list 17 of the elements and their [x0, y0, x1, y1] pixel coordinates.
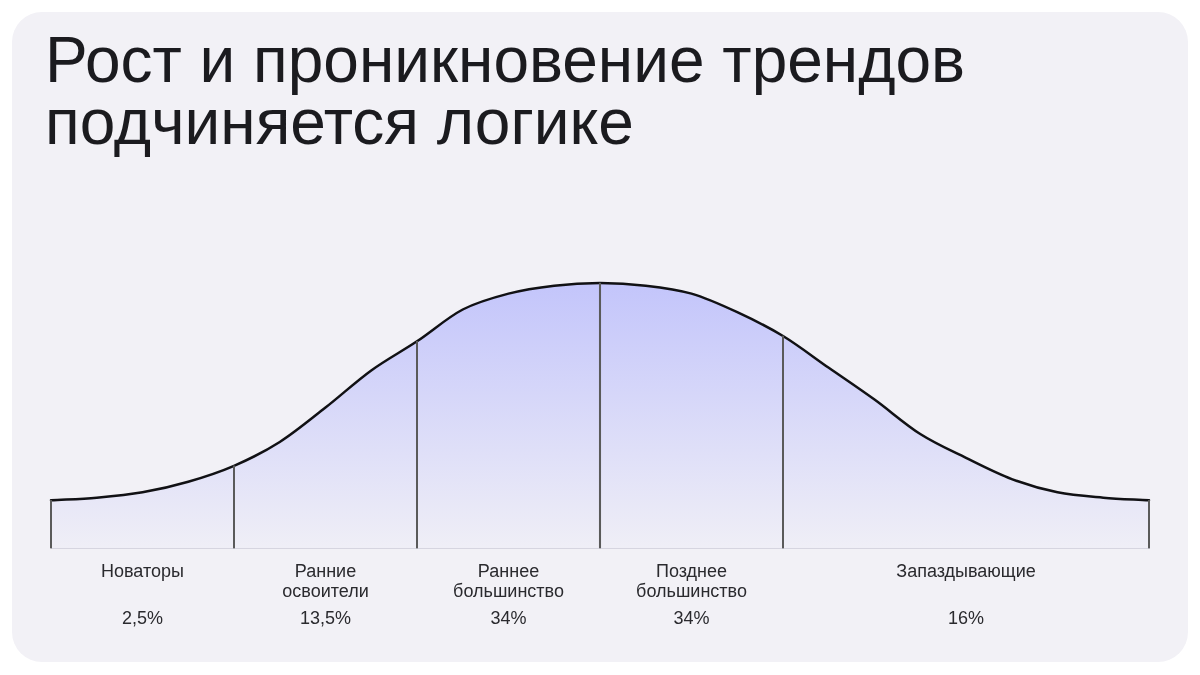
bar [598, 282, 602, 549]
text: 34% [490, 608, 527, 628]
text: 16% [947, 608, 985, 628]
bar [232, 465, 236, 549]
x-tick-label: Запаздывающие [896, 560, 1036, 581]
bar [1147, 499, 1151, 549]
text: 13,5% [299, 608, 352, 628]
chart-title: Рост и проникновение трендов подчиняется логике [45, 24, 967, 158]
x-tick-label: Ранние освоители [282, 560, 369, 601]
x-tick-label: Новаторы [101, 560, 184, 581]
bar [49, 499, 53, 549]
text: 2,5% [121, 608, 164, 628]
x-tick-label: Раннее большинство [453, 560, 564, 601]
bar [781, 335, 785, 549]
bar [415, 340, 419, 549]
text: 34% [673, 608, 710, 628]
x-tick-label: Позднее большинство [636, 560, 747, 601]
